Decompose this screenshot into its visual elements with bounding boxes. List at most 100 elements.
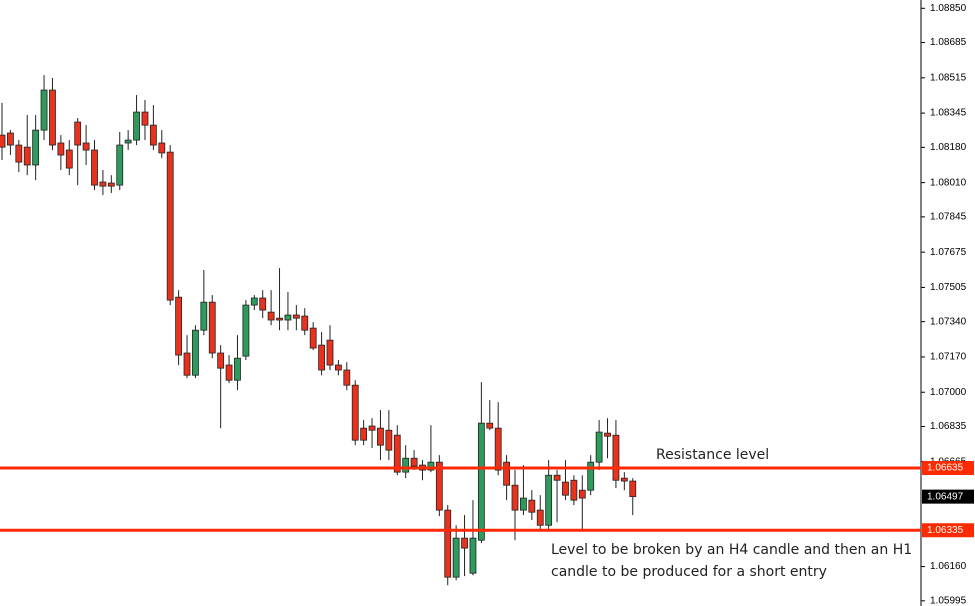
candle-body bbox=[553, 474, 561, 481]
candle-body bbox=[452, 537, 460, 578]
candle-body bbox=[133, 111, 140, 141]
candle-body bbox=[225, 364, 233, 381]
candle-body bbox=[612, 434, 620, 481]
y-tick-label: 1.07340 bbox=[930, 316, 967, 327]
y-tick-label: 1.08685 bbox=[930, 37, 967, 48]
candle-body bbox=[494, 427, 502, 471]
y-tick-label: 1.08345 bbox=[930, 108, 967, 119]
candle-body bbox=[326, 339, 334, 366]
candle-body bbox=[217, 352, 225, 369]
y-tick-label: 1.08515 bbox=[930, 72, 967, 83]
candle-body bbox=[276, 317, 283, 321]
candle-body bbox=[49, 89, 56, 146]
candle-body bbox=[200, 301, 208, 331]
y-tick-label: 1.07505 bbox=[930, 282, 967, 293]
candle-body bbox=[620, 477, 628, 482]
candle-body bbox=[234, 357, 241, 381]
candle-body bbox=[604, 432, 611, 437]
candle-body bbox=[40, 89, 48, 131]
candle-body bbox=[587, 461, 595, 491]
y-tick-label: 1.05995 bbox=[930, 595, 967, 606]
candle-body bbox=[158, 142, 166, 154]
candle-body bbox=[351, 384, 359, 441]
candle-body bbox=[15, 144, 23, 163]
candle-body bbox=[99, 181, 107, 187]
candle-body bbox=[469, 537, 477, 574]
candle-body bbox=[32, 129, 40, 166]
candle-body bbox=[57, 142, 65, 156]
y-tick-label: 1.08010 bbox=[930, 177, 967, 188]
candle-body bbox=[402, 457, 410, 473]
candle-body bbox=[65, 149, 73, 169]
candle-body bbox=[520, 497, 527, 511]
candle-body bbox=[377, 427, 384, 446]
y-tick-label: 1.07675 bbox=[930, 247, 967, 258]
candle-body bbox=[259, 297, 267, 311]
level-label-box bbox=[922, 460, 974, 475]
candle-body bbox=[242, 304, 250, 357]
candle-body bbox=[595, 431, 603, 463]
candle-body bbox=[318, 344, 325, 371]
y-tick-label: 1.06160 bbox=[930, 561, 967, 572]
candle-body bbox=[124, 139, 132, 144]
candle-body bbox=[74, 121, 82, 146]
y-tick-label: 1.08850 bbox=[930, 3, 967, 14]
candle-body bbox=[175, 296, 183, 356]
candle-body bbox=[149, 124, 157, 146]
candle-body bbox=[578, 489, 586, 499]
candle-body bbox=[23, 146, 31, 166]
candle-body bbox=[486, 422, 494, 429]
candle-body bbox=[183, 352, 191, 376]
candle-body bbox=[562, 481, 569, 496]
candle-body bbox=[393, 434, 401, 473]
candle-body bbox=[503, 461, 511, 486]
candle-body bbox=[385, 429, 393, 451]
candle-body bbox=[192, 329, 199, 376]
y-tick-label: 1.07845 bbox=[930, 212, 967, 223]
candle-body bbox=[0, 134, 6, 148]
candle-body bbox=[7, 132, 14, 146]
level-label: 1.06335 bbox=[927, 525, 964, 536]
candle-body bbox=[301, 315, 309, 331]
candle-body bbox=[360, 427, 368, 441]
candle-body bbox=[334, 364, 342, 371]
candle-body bbox=[477, 422, 485, 541]
candle-body bbox=[208, 301, 216, 354]
candle-body bbox=[107, 182, 115, 187]
candle-body bbox=[427, 461, 435, 471]
annotation: Level to be broken by an H4 candle and t… bbox=[551, 542, 912, 558]
candle-body bbox=[444, 509, 452, 578]
y-tick-label: 1.07000 bbox=[930, 387, 967, 398]
level-label-box bbox=[922, 523, 974, 538]
y-tick-label: 1.07170 bbox=[930, 352, 967, 363]
candle-body bbox=[545, 474, 553, 526]
y-tick-label: 1.06835 bbox=[930, 421, 967, 432]
last-price-box bbox=[922, 489, 974, 504]
level-label: 1.06635 bbox=[927, 463, 964, 474]
candle-body bbox=[410, 457, 418, 467]
candle-body bbox=[292, 314, 300, 319]
candle-body bbox=[166, 151, 174, 301]
candle-body bbox=[435, 461, 443, 511]
candle-body bbox=[570, 479, 578, 501]
candle-body bbox=[368, 425, 376, 431]
candle-body bbox=[536, 509, 544, 526]
last-price-label: 1.06497 bbox=[927, 491, 964, 502]
candle-body bbox=[267, 311, 275, 321]
candle-body bbox=[528, 499, 536, 513]
candle-body bbox=[511, 484, 519, 511]
candle-body bbox=[91, 149, 98, 186]
annotation: candle to be produced for a short entry bbox=[551, 564, 827, 580]
candle-body bbox=[461, 537, 468, 549]
candle-body bbox=[343, 369, 351, 386]
candle-body bbox=[284, 314, 292, 321]
candle-body bbox=[141, 111, 149, 126]
candle-body bbox=[116, 144, 124, 186]
y-tick-label: 1.08180 bbox=[930, 142, 967, 153]
annotation: Resistance level bbox=[656, 447, 769, 463]
candle-body bbox=[309, 327, 317, 349]
candle-body bbox=[250, 297, 258, 306]
